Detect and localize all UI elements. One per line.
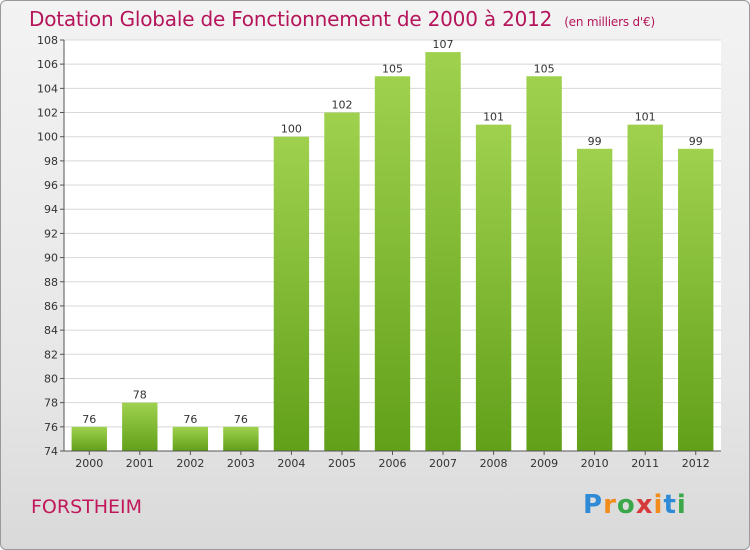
bar-chart: 76 78 76 76 100 102 105 107 101 105 99 101 99 74 76 78… <box>37 34 721 470</box>
y-tick-label: 88 <box>44 276 58 289</box>
x-tick-label: 2004 <box>277 457 305 470</box>
logo-letter: x <box>635 490 654 520</box>
bar <box>223 426 259 451</box>
y-tick-label: 82 <box>44 348 58 361</box>
y-axis: 74 76 78 80 82 84 86 88 90 92 94 96 98 100 102 104 106 10… <box>37 34 65 458</box>
x-tick-label: 2009 <box>530 457 558 470</box>
bar <box>526 76 562 451</box>
value-labels: 76 78 76 76 100 102 105 107 101 105 99 101 99 <box>82 38 702 426</box>
x-tick-label: 2003 <box>227 457 255 470</box>
x-tick-label: 2011 <box>631 457 659 470</box>
logo-letter: i <box>676 490 687 520</box>
y-tick-label: 80 <box>44 372 58 385</box>
bar <box>425 52 461 452</box>
bars <box>71 52 714 452</box>
chart-title: Dotation Globale de Fonctionnement de 20… <box>29 7 655 31</box>
bar-value-label: 99 <box>588 135 602 148</box>
y-tick-label: 94 <box>44 203 58 216</box>
logo-letter: i <box>653 490 664 520</box>
y-tick-label: 104 <box>37 82 58 95</box>
bar <box>678 148 714 451</box>
bar <box>324 112 360 451</box>
logo-letter: t <box>663 490 677 520</box>
bar-value-label: 105 <box>382 62 403 75</box>
bar <box>172 426 209 451</box>
bar <box>576 148 613 451</box>
x-tick-label: 2002 <box>176 457 204 470</box>
bar <box>374 76 411 451</box>
bar-value-label: 101 <box>483 111 504 124</box>
bar <box>122 402 158 451</box>
x-tick-label: 2012 <box>682 457 710 470</box>
y-tick-label: 98 <box>44 155 58 168</box>
y-tick-label: 100 <box>37 131 58 144</box>
proxiti-logo: Proxiti <box>583 490 687 520</box>
y-tick-label: 108 <box>37 34 58 47</box>
bar-value-label: 107 <box>433 38 454 51</box>
chart-title-text: Dotation Globale de Fonctionnement de 20… <box>29 7 553 31</box>
x-tick-label: 2008 <box>480 457 508 470</box>
bar-value-label: 105 <box>534 62 555 75</box>
bar-value-label: 102 <box>331 99 352 112</box>
logo-letter: o <box>616 490 636 520</box>
x-tick-label: 2000 <box>75 457 103 470</box>
y-tick-label: 90 <box>44 252 58 265</box>
bar-value-label: 100 <box>281 123 302 136</box>
bar-value-label: 76 <box>82 413 96 426</box>
x-tick-label: 2005 <box>328 457 356 470</box>
y-tick-label: 86 <box>44 300 58 313</box>
y-tick-label: 92 <box>44 227 58 240</box>
y-tick-label: 84 <box>44 324 58 337</box>
x-tick-label: 2010 <box>581 457 609 470</box>
logo-letter: P <box>583 490 604 520</box>
y-tick-label: 102 <box>37 107 58 120</box>
y-tick-label: 76 <box>44 421 58 434</box>
unit-label: (en milliers d'€) <box>564 15 655 29</box>
y-tick-label: 106 <box>37 58 58 71</box>
logo-letter: r <box>603 490 617 520</box>
bar <box>475 124 512 451</box>
bar <box>71 426 107 451</box>
x-tick-label: 2001 <box>126 457 154 470</box>
x-tick-label: 2006 <box>379 457 407 470</box>
bar-value-label: 101 <box>635 111 656 124</box>
bar-value-label: 76 <box>183 413 197 426</box>
bar <box>627 124 663 451</box>
y-tick-label: 96 <box>44 179 58 192</box>
x-axis: 2000 2001 2002 2003 2004 2005 2006 2007 2008 2009… <box>64 450 721 470</box>
bar-value-label: 76 <box>234 413 248 426</box>
bar-value-label: 78 <box>133 389 147 402</box>
bar <box>273 136 310 452</box>
commune-name: FORSTHEIM <box>31 496 143 518</box>
y-tick-label: 78 <box>44 397 58 410</box>
y-tick-label: 74 <box>44 445 58 458</box>
bar-value-label: 99 <box>689 135 703 148</box>
x-tick-label: 2007 <box>429 457 457 470</box>
